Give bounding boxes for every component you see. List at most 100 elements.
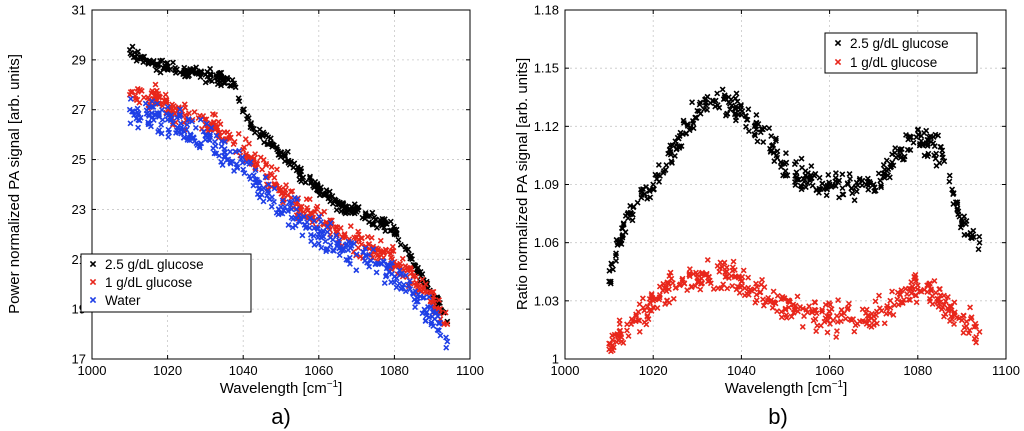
chart-a-series-water-point <box>286 199 293 206</box>
chart-b-series-1-g-dl-glucose-point <box>946 318 953 324</box>
chart-a-series-water-point <box>443 344 450 351</box>
chart-b-series-1-g-dl-glucose-point <box>913 299 920 306</box>
chart-a-series-water-point <box>410 291 417 298</box>
chart-b-series-1-g-dl-glucose-point <box>641 319 648 326</box>
chart-a-series-2-5-g-dl-glucose-point <box>261 139 268 146</box>
chart-a-series-water-point <box>292 222 299 229</box>
chart-a-series-2-5-g-dl-glucose-point <box>288 158 295 165</box>
chart-b-series-2-5-g-dl-glucose-point <box>641 191 648 198</box>
chart-b-series-1-g-dl-glucose-point <box>811 299 818 306</box>
chart-a-series-2-5-g-dl-glucose-point <box>256 126 263 133</box>
chart-b-series-1-g-dl-glucose-point <box>909 283 916 290</box>
chart-a-series-water-point <box>398 270 405 277</box>
chart-a-series-water-point <box>373 269 380 276</box>
chart-a-series-2-5-g-dl-glucose-point <box>391 226 398 233</box>
chart-b-series-2-5-g-dl-glucose-point <box>961 231 968 238</box>
chart-b-legend-label: 1 g/dL glucose <box>850 55 937 70</box>
chart-b-series-2-5-g-dl-glucose-point <box>614 239 621 246</box>
chart-a-series-water-point <box>202 136 209 143</box>
chart-a-series-water-point <box>130 108 137 115</box>
chart-a-series-water-point <box>366 263 373 270</box>
chart-b-series-1-g-dl-glucose <box>606 256 983 355</box>
chart-a-series-water-point <box>314 224 321 231</box>
chart-b-series-1-g-dl-glucose-point <box>669 280 676 286</box>
chart-b-series-1-g-dl-glucose-point <box>759 276 766 283</box>
chart-a-series-water-point <box>213 132 220 139</box>
chart-a-series-1-g-dl-glucose-point <box>268 172 275 179</box>
chart-b-series-2-5-g-dl-glucose-point <box>808 175 815 182</box>
chart-b-series-1-g-dl-glucose-point <box>911 273 918 280</box>
chart-a-series-1-g-dl-glucose-point <box>321 208 328 215</box>
chart-a-series-1-g-dl-glucose-point <box>358 235 365 242</box>
chart-b-series-1-g-dl-glucose-point <box>729 267 736 274</box>
chart-b-series-2-5-g-dl-glucose-point <box>650 181 657 188</box>
chart-a-series-1-g-dl-glucose-point <box>272 181 279 188</box>
chart-b-series-2-5-g-dl-glucose-point <box>690 120 697 127</box>
chart-a-series-water-point <box>421 306 428 313</box>
chart-a-series-water-point <box>127 95 134 102</box>
chart-a-series-water-point <box>389 259 396 266</box>
chart-b-x-tick-label: 1020 <box>639 363 668 378</box>
chart-a-series-water-point <box>143 107 150 114</box>
chart-a-series-water-point <box>422 318 429 325</box>
chart-a-series-water-point <box>227 148 234 155</box>
chart-a-series-1-g-dl-glucose-point <box>252 165 259 172</box>
chart-b-series-1-g-dl-glucose-point <box>926 295 933 302</box>
chart-b-series-2-5-g-dl-glucose-point <box>728 96 735 103</box>
chart-a-series-water-point <box>400 281 407 288</box>
chart-a-x-tick-label: 1100 <box>456 363 484 378</box>
chart-b-series-1-g-dl-glucose-point <box>940 313 947 320</box>
chart-b-series-1-g-dl-glucose-point <box>863 320 870 327</box>
chart-a-series-water-point <box>190 135 197 141</box>
chart-b-series-1-g-dl-glucose-point <box>973 339 980 346</box>
chart-a-points <box>126 43 451 351</box>
chart-a-series-2-5-g-dl-glucose-point <box>391 231 398 238</box>
chart-b-series-1-g-dl-glucose-point <box>663 288 670 295</box>
chart-b-series-2-5-g-dl-glucose-point <box>684 122 691 129</box>
chart-a-series-2-5-g-dl-glucose-point <box>372 216 379 223</box>
chart-a-series-2-5-g-dl-glucose-point <box>145 59 152 66</box>
chart-b-series-1-g-dl-glucose-point <box>636 328 643 335</box>
chart-a-series-2-5-g-dl-glucose-point <box>306 174 313 181</box>
chart-b-series-1-g-dl-glucose-point <box>688 283 695 290</box>
chart-a-series-water-point <box>149 103 156 110</box>
chart-b-series-1-g-dl-glucose-point <box>902 285 909 292</box>
chart-a-series-1-g-dl-glucose-point <box>134 96 141 103</box>
chart-b-series-2-5-g-dl-glucose-point <box>767 148 774 155</box>
chart-a-series-water-point <box>216 152 223 159</box>
chart-b-series-2-5-g-dl-glucose-point <box>663 162 670 169</box>
chart-b-series-2-5-g-dl-glucose-point <box>745 106 752 113</box>
chart-b-series-2-5-g-dl-glucose-point <box>832 182 839 189</box>
chart-a-series-1-g-dl-glucose-point <box>383 247 390 254</box>
chart-b-series-1-g-dl-glucose-point <box>730 258 737 265</box>
chart-b-series-2-5-g-dl-glucose-point <box>752 132 759 139</box>
chart-b-series-1-g-dl-glucose-point <box>921 286 928 293</box>
chart-a-series-water-point <box>286 204 293 210</box>
chart-b-series-1-g-dl-glucose-point <box>716 268 723 275</box>
chart-b-series-1-g-dl-glucose-point <box>814 322 821 329</box>
chart-a-series-1-g-dl-glucose-point <box>246 140 252 147</box>
chart-b-y-tick-label: 1.09 <box>534 177 559 192</box>
chart-a-series-water-point <box>370 246 377 253</box>
chart-b-series-2-5-g-dl-glucose-point <box>939 154 946 161</box>
chart-a-series-water-point <box>264 192 271 199</box>
chart-b-series-1-g-dl-glucose-point <box>625 333 632 340</box>
chart-a-y-tick-label: 27 <box>72 102 86 117</box>
chart-a-series-water-point <box>402 288 409 295</box>
chart-a-series-2-5-g-dl-glucose-point <box>181 73 188 80</box>
chart-a-series-2-5-g-dl-glucose-point <box>226 82 233 89</box>
chart-a-series-1-g-dl-glucose-point <box>181 101 188 108</box>
chart-a-series-2-5-g-dl-glucose-point <box>229 76 236 83</box>
chart-b-series-1-g-dl-glucose-point <box>694 274 701 281</box>
chart-a-series-1-g-dl-glucose-point <box>257 154 264 161</box>
chart-a-series-water-point <box>177 106 184 113</box>
chart-a-series-water-point <box>311 241 318 248</box>
chart-b-series-2-5-g-dl-glucose-point <box>802 168 809 175</box>
chart-b-series-2-5-g-dl-glucose-point <box>772 137 779 144</box>
chart-b-series-1-g-dl-glucose-point <box>650 304 657 311</box>
chart-a-series-1-g-dl-glucose-point <box>126 91 133 98</box>
chart-b-series-1-g-dl-glucose-point <box>946 303 953 310</box>
chart-b-series-2-5-g-dl-glucose-point <box>619 234 626 241</box>
chart-b-series-2-5-g-dl-glucose-point <box>773 152 780 159</box>
chart-b-series-2-5-g-dl-glucose-point <box>935 132 942 139</box>
